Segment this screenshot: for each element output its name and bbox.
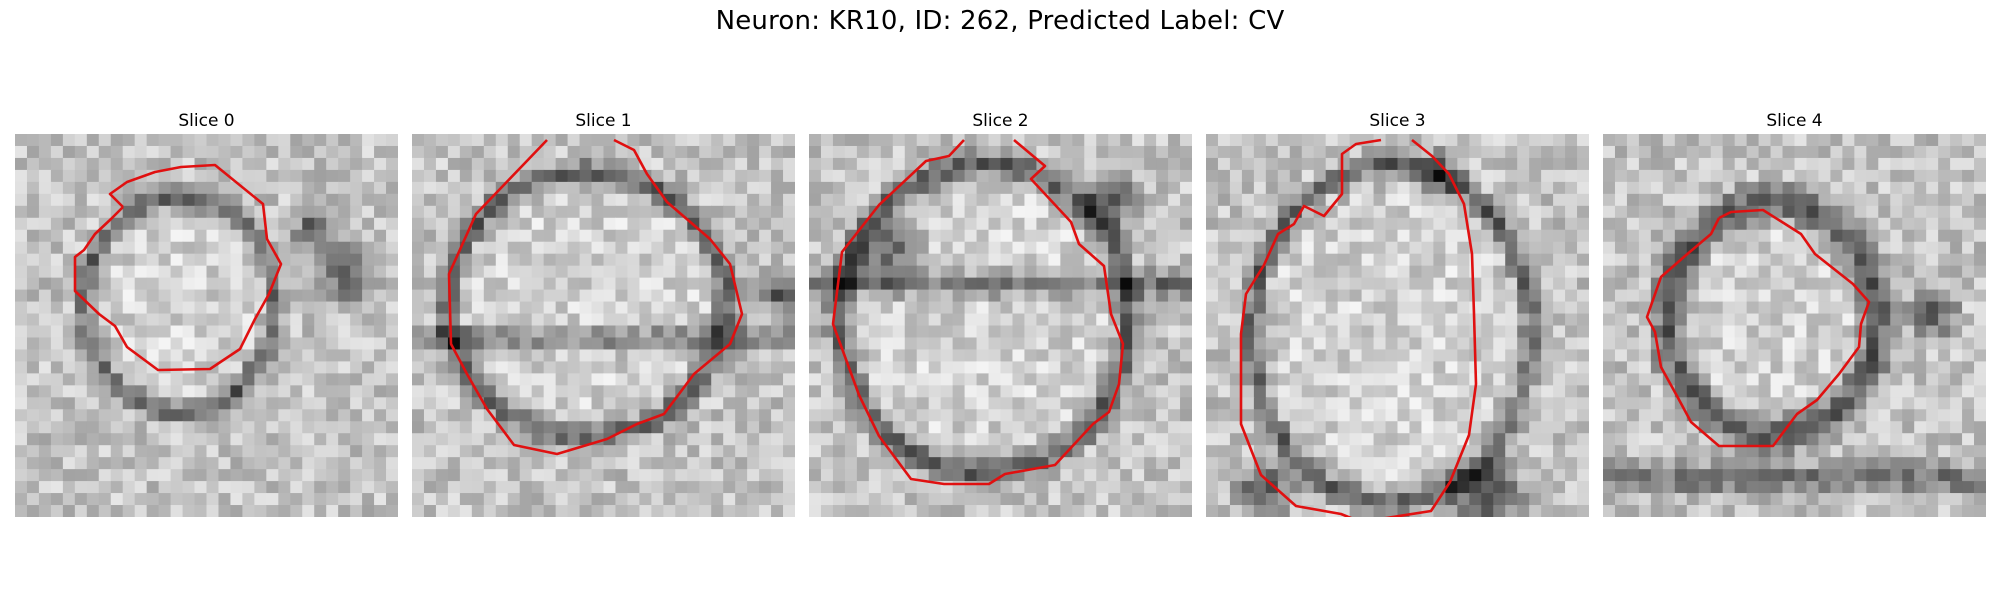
figure-title: Neuron: KR10, ID: 262, Predicted Label: … <box>715 6 1285 36</box>
slice-panel-4: Slice 4 <box>1603 108 1986 517</box>
slice-image-4 <box>1603 134 1986 517</box>
pixel-grid <box>1206 134 1589 517</box>
slice-panel-3: Slice 3 <box>1206 108 1589 517</box>
segmentation-contour <box>447 138 744 456</box>
slice-image-2 <box>809 134 1192 517</box>
slice-panel-0: Slice 0 <box>15 108 398 517</box>
slice-title: Slice 4 <box>1766 111 1823 131</box>
segmentation-contour <box>831 139 1125 486</box>
segmentation-contour <box>73 163 283 372</box>
pixel-grid <box>15 134 398 517</box>
slice-panel-2: Slice 2 <box>809 108 1192 517</box>
pixel-grid <box>412 134 795 517</box>
pixel-grid <box>809 134 1192 517</box>
slice-title: Slice 3 <box>1369 111 1426 131</box>
segmentation-contour <box>1239 138 1478 517</box>
slice-title: Slice 2 <box>972 111 1029 131</box>
slice-panel-1: Slice 1 <box>412 108 795 517</box>
slice-image-3 <box>1206 134 1589 517</box>
slice-title: Slice 1 <box>575 111 632 131</box>
slice-title: Slice 0 <box>178 111 235 131</box>
pixel-grid <box>1603 134 1986 517</box>
slice-image-0 <box>15 134 398 517</box>
segmentation-contour <box>1645 208 1871 448</box>
slice-image-1 <box>412 134 795 517</box>
